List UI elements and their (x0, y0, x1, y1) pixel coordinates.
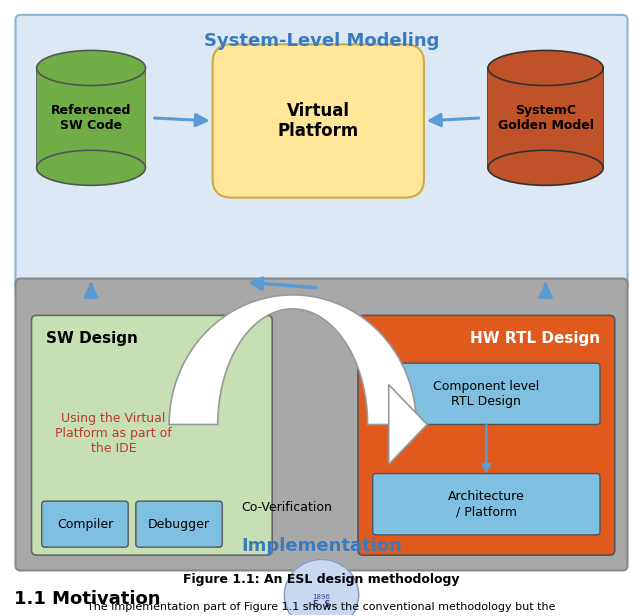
Text: Compiler: Compiler (57, 517, 113, 530)
Bar (37, 68, 38, 168)
Bar (488, 68, 603, 168)
FancyBboxPatch shape (373, 474, 600, 535)
Bar (602, 68, 603, 168)
Ellipse shape (488, 51, 603, 86)
FancyBboxPatch shape (32, 315, 272, 555)
Text: Figure 1.1: An ESL design methodology: Figure 1.1: An ESL design methodology (183, 572, 460, 586)
FancyBboxPatch shape (213, 44, 424, 198)
Polygon shape (389, 384, 427, 464)
Ellipse shape (37, 51, 145, 86)
FancyBboxPatch shape (373, 363, 600, 424)
Text: The implementation part of Figure 1.1 shows the conventional methodology but the: The implementation part of Figure 1.1 sh… (87, 602, 556, 612)
Text: Debugger: Debugger (148, 517, 210, 530)
FancyBboxPatch shape (358, 315, 615, 555)
Text: 1896: 1896 (312, 594, 331, 601)
Text: Component level
RTL Design: Component level RTL Design (433, 380, 539, 408)
Circle shape (284, 559, 359, 616)
Text: SystemC
Golden Model: SystemC Golden Model (498, 104, 593, 132)
Bar (37, 68, 145, 168)
Ellipse shape (37, 150, 145, 185)
Bar (144, 68, 145, 168)
Text: Co-Verification: Co-Verification (241, 501, 332, 514)
Text: Architecture
/ Platform: Architecture / Platform (448, 490, 525, 518)
FancyBboxPatch shape (136, 501, 222, 547)
Bar (488, 68, 489, 168)
Text: Virtual
Platform: Virtual Platform (278, 102, 359, 140)
Text: 1.1 Motivation: 1.1 Motivation (14, 590, 161, 608)
Text: Referenced
SW Code: Referenced SW Code (51, 104, 131, 132)
Text: Implementation: Implementation (241, 537, 402, 554)
Ellipse shape (488, 150, 603, 185)
Polygon shape (169, 295, 416, 424)
FancyBboxPatch shape (42, 501, 128, 547)
Text: HW RTL Design: HW RTL Design (470, 331, 600, 346)
Text: Using the Virtual
Platform as part of
the IDE: Using the Virtual Platform as part of th… (55, 412, 172, 455)
Text: SW Design: SW Design (46, 331, 138, 346)
FancyBboxPatch shape (15, 15, 628, 291)
FancyBboxPatch shape (15, 278, 628, 570)
Text: E  S: E S (312, 601, 331, 609)
Text: System-Level Modeling: System-Level Modeling (204, 32, 439, 50)
